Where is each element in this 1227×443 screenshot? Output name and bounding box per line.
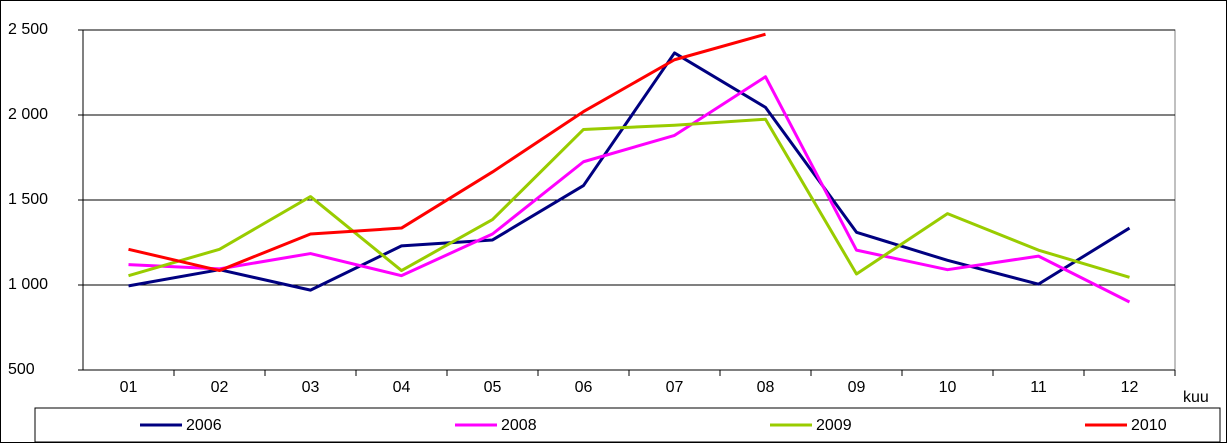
series-line	[128, 75, 1131, 304]
legend-box	[34, 407, 1221, 443]
series-line	[128, 51, 1131, 292]
y-tick-label: 1 000	[8, 276, 48, 293]
x-tick-label: 08	[757, 379, 775, 396]
legend-label: 2010	[1131, 417, 1167, 434]
x-tick-label: 04	[393, 379, 411, 396]
y-tick-label: 2 500	[8, 21, 48, 38]
x-tick-label: 07	[666, 379, 684, 396]
x-tick-label: 03	[302, 379, 320, 396]
series-line	[128, 32, 766, 273]
x-tick-label: 10	[939, 379, 957, 396]
x-axis-label: kuu	[1183, 389, 1209, 406]
x-tick-label: 11	[1030, 379, 1047, 396]
legend-label: 2006	[186, 417, 222, 434]
y-tick-label: 1 500	[8, 191, 48, 208]
x-tick-label: 05	[484, 379, 502, 396]
y-tick-label: 500	[8, 361, 35, 378]
x-tick-label: 02	[211, 379, 229, 396]
x-tick-label: 06	[575, 379, 593, 396]
x-tick-label: 09	[848, 379, 866, 396]
legend-label: 2009	[816, 417, 852, 434]
x-tick-label: 01	[120, 379, 138, 396]
legend-label: 2008	[501, 417, 537, 434]
y-tick-label: 2 000	[8, 106, 48, 123]
x-tick-label: 12	[1121, 379, 1139, 396]
series-line	[128, 117, 1130, 279]
